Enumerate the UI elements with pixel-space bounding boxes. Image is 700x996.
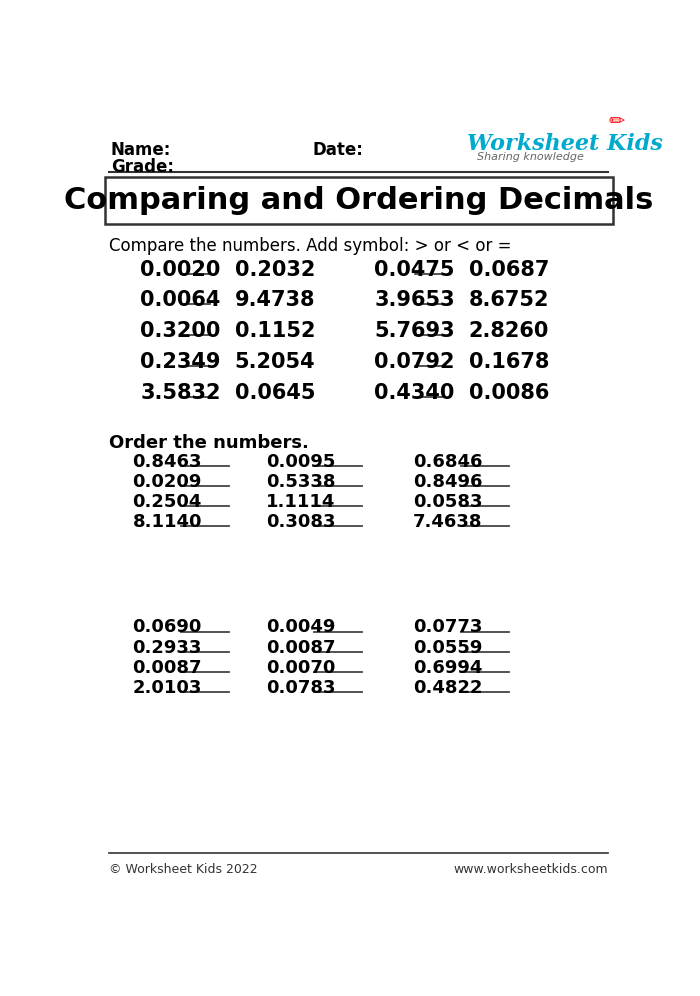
Text: 0.1678: 0.1678: [469, 352, 550, 373]
Text: 0.0583: 0.0583: [413, 493, 482, 511]
Text: 0.0773: 0.0773: [413, 619, 482, 636]
Text: 0.5338: 0.5338: [266, 473, 335, 491]
Text: 8.1140: 8.1140: [132, 513, 202, 531]
Text: 0.0070: 0.0070: [266, 658, 335, 676]
Text: 3.9653: 3.9653: [374, 291, 455, 311]
Text: Date:: Date:: [312, 141, 363, 159]
Text: Grade:: Grade:: [111, 158, 174, 176]
Text: 3.5832: 3.5832: [140, 382, 220, 402]
Text: Worksheet Kids: Worksheet Kids: [468, 133, 663, 155]
Text: 0.4340: 0.4340: [374, 382, 454, 402]
Text: 2.0103: 2.0103: [132, 678, 202, 696]
Text: 5.2054: 5.2054: [234, 352, 316, 373]
Text: 9.4738: 9.4738: [234, 291, 315, 311]
Text: 0.4822: 0.4822: [413, 678, 482, 696]
Text: © Worksheet Kids 2022: © Worksheet Kids 2022: [109, 864, 258, 876]
Text: 5.7693: 5.7693: [374, 322, 455, 342]
Text: 0.3083: 0.3083: [266, 513, 335, 531]
Text: 0.2933: 0.2933: [132, 638, 202, 656]
Text: 0.0559: 0.0559: [413, 638, 482, 656]
Text: Name:: Name:: [111, 141, 171, 159]
Text: 0.0687: 0.0687: [469, 260, 550, 280]
Text: 0.1152: 0.1152: [234, 322, 315, 342]
Text: 0.0690: 0.0690: [132, 619, 202, 636]
Text: 1.1114: 1.1114: [266, 493, 335, 511]
Text: www.worksheetkids.com: www.worksheetkids.com: [454, 864, 608, 876]
Text: Order the numbers.: Order the numbers.: [109, 433, 309, 451]
Text: 0.2504: 0.2504: [132, 493, 202, 511]
Bar: [104, 176, 613, 224]
Text: 0.8463: 0.8463: [132, 453, 202, 471]
Text: ✏: ✏: [608, 113, 624, 131]
Text: 0.0087: 0.0087: [132, 658, 202, 676]
Text: 2.8260: 2.8260: [469, 322, 550, 342]
Text: 0.0064: 0.0064: [140, 291, 220, 311]
Text: 0.0020: 0.0020: [140, 260, 220, 280]
Text: 0.3200: 0.3200: [140, 322, 220, 342]
Text: 0.0095: 0.0095: [266, 453, 335, 471]
Text: 0.0086: 0.0086: [469, 382, 550, 402]
Text: Sharing knowledge: Sharing knowledge: [477, 151, 584, 162]
Text: 0.8496: 0.8496: [413, 473, 482, 491]
Text: 0.0645: 0.0645: [234, 382, 315, 402]
Text: Comparing and Ordering Decimals: Comparing and Ordering Decimals: [64, 186, 653, 215]
Text: 0.0209: 0.0209: [132, 473, 202, 491]
Text: 0.0792: 0.0792: [374, 352, 455, 373]
Text: 8.6752: 8.6752: [469, 291, 550, 311]
Text: 7.4638: 7.4638: [413, 513, 482, 531]
Text: 0.0049: 0.0049: [266, 619, 335, 636]
Text: 0.2349: 0.2349: [140, 352, 220, 373]
Text: 0.0087: 0.0087: [266, 638, 335, 656]
Text: 0.2032: 0.2032: [234, 260, 315, 280]
Text: 0.6994: 0.6994: [413, 658, 482, 676]
Text: Compare the numbers. Add symbol: > or < or =: Compare the numbers. Add symbol: > or < …: [109, 237, 512, 255]
Text: 0.6846: 0.6846: [413, 453, 482, 471]
Text: 0.0475: 0.0475: [374, 260, 455, 280]
Text: 0.0783: 0.0783: [266, 678, 335, 696]
